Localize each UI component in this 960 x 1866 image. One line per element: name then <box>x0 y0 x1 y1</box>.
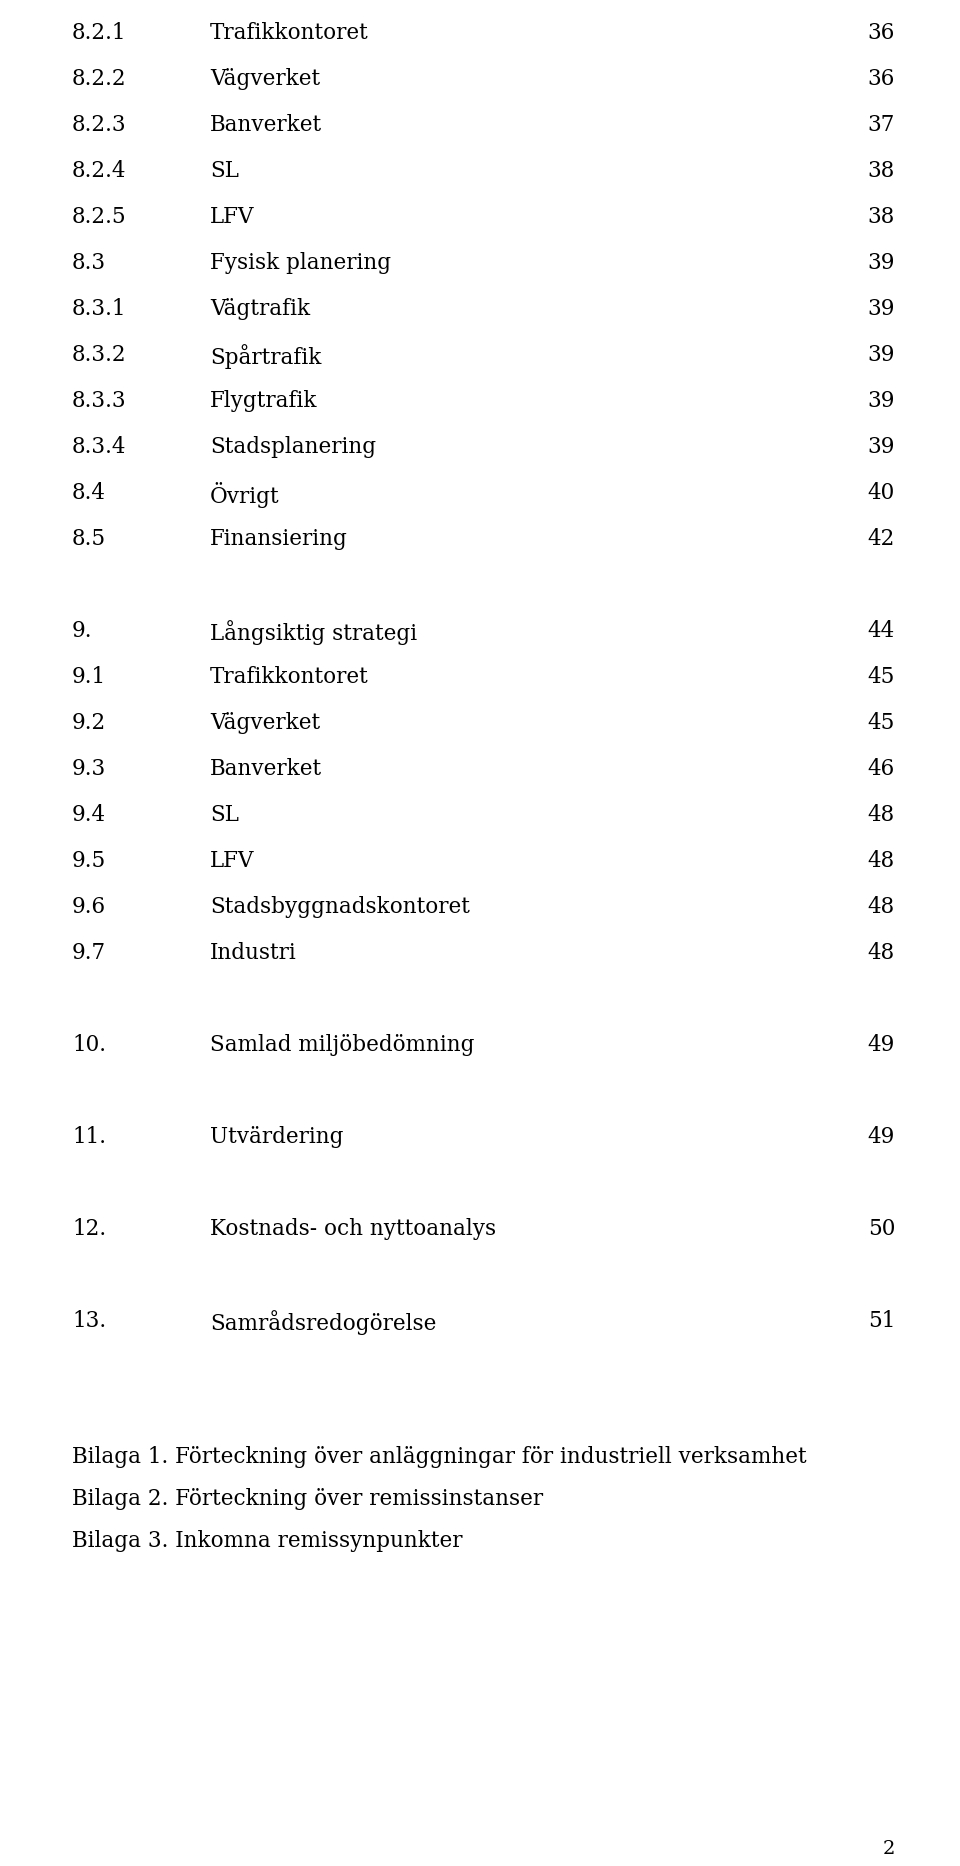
Text: Flygtrafik: Flygtrafik <box>210 390 318 412</box>
Text: Trafikkontoret: Trafikkontoret <box>210 22 369 45</box>
Text: 49: 49 <box>868 1034 895 1056</box>
Text: Stadsplanering: Stadsplanering <box>210 437 376 457</box>
Text: 38: 38 <box>868 205 895 228</box>
Text: 36: 36 <box>868 22 895 45</box>
Text: Bilaga 2. Förteckning över remissinstanser: Bilaga 2. Förteckning över remissinstans… <box>72 1487 543 1510</box>
Text: Samlad miljöbedömning: Samlad miljöbedömning <box>210 1034 474 1056</box>
Text: 9.4: 9.4 <box>72 804 107 827</box>
Text: 8.2.4: 8.2.4 <box>72 160 127 183</box>
Text: Industri: Industri <box>210 942 297 965</box>
Text: 13.: 13. <box>72 1310 107 1332</box>
Text: 39: 39 <box>868 390 895 412</box>
Text: 36: 36 <box>868 67 895 90</box>
Text: 45: 45 <box>868 666 895 689</box>
Text: LFV: LFV <box>210 851 254 871</box>
Text: 8.3.3: 8.3.3 <box>72 390 127 412</box>
Text: Banverket: Banverket <box>210 758 323 780</box>
Text: 8.2.1: 8.2.1 <box>72 22 127 45</box>
Text: Kostnads- och nyttoanalys: Kostnads- och nyttoanalys <box>210 1218 496 1241</box>
Text: 9.1: 9.1 <box>72 666 107 689</box>
Text: 48: 48 <box>868 851 895 871</box>
Text: 39: 39 <box>868 252 895 274</box>
Text: Bilaga 1. Förteckning över anläggningar för industriell verksamhet: Bilaga 1. Förteckning över anläggningar … <box>72 1446 806 1469</box>
Text: 9.3: 9.3 <box>72 758 107 780</box>
Text: SL: SL <box>210 804 239 827</box>
Text: 9.6: 9.6 <box>72 896 107 918</box>
Text: 39: 39 <box>868 343 895 366</box>
Text: Stadsbyggnadskontoret: Stadsbyggnadskontoret <box>210 896 469 918</box>
Text: Finansiering: Finansiering <box>210 528 348 550</box>
Text: 48: 48 <box>868 804 895 827</box>
Text: Vägverket: Vägverket <box>210 713 320 733</box>
Text: 9.7: 9.7 <box>72 942 107 965</box>
Text: 8.3: 8.3 <box>72 252 107 274</box>
Text: 38: 38 <box>868 160 895 183</box>
Text: 46: 46 <box>868 758 895 780</box>
Text: 9.: 9. <box>72 620 92 642</box>
Text: 2: 2 <box>882 1840 895 1859</box>
Text: 37: 37 <box>868 114 895 136</box>
Text: 8.5: 8.5 <box>72 528 107 550</box>
Text: Vägtrafik: Vägtrafik <box>210 299 310 319</box>
Text: 44: 44 <box>868 620 895 642</box>
Text: Bilaga 3. Inkomna remissynpunkter: Bilaga 3. Inkomna remissynpunkter <box>72 1530 463 1553</box>
Text: 9.5: 9.5 <box>72 851 107 871</box>
Text: 10.: 10. <box>72 1034 106 1056</box>
Text: 48: 48 <box>868 942 895 965</box>
Text: 51: 51 <box>868 1310 895 1332</box>
Text: 42: 42 <box>868 528 895 550</box>
Text: 50: 50 <box>868 1218 895 1241</box>
Text: Samrådsredogörelse: Samrådsredogörelse <box>210 1310 437 1334</box>
Text: Långsiktig strategi: Långsiktig strategi <box>210 620 418 646</box>
Text: 8.4: 8.4 <box>72 481 106 504</box>
Text: 49: 49 <box>868 1125 895 1148</box>
Text: 8.2.2: 8.2.2 <box>72 67 127 90</box>
Text: 8.3.4: 8.3.4 <box>72 437 127 457</box>
Text: 8.3.2: 8.3.2 <box>72 343 127 366</box>
Text: Utvärdering: Utvärdering <box>210 1125 344 1148</box>
Text: LFV: LFV <box>210 205 254 228</box>
Text: 40: 40 <box>868 481 895 504</box>
Text: 39: 39 <box>868 299 895 319</box>
Text: 8.3.1: 8.3.1 <box>72 299 127 319</box>
Text: SL: SL <box>210 160 239 183</box>
Text: 8.2.5: 8.2.5 <box>72 205 127 228</box>
Text: 11.: 11. <box>72 1125 106 1148</box>
Text: 8.2.3: 8.2.3 <box>72 114 127 136</box>
Text: 9.2: 9.2 <box>72 713 107 733</box>
Text: Övrigt: Övrigt <box>210 481 279 508</box>
Text: Vägverket: Vägverket <box>210 67 320 90</box>
Text: 45: 45 <box>868 713 895 733</box>
Text: Banverket: Banverket <box>210 114 323 136</box>
Text: Trafikkontoret: Trafikkontoret <box>210 666 369 689</box>
Text: 48: 48 <box>868 896 895 918</box>
Text: Fysisk planering: Fysisk planering <box>210 252 391 274</box>
Text: 39: 39 <box>868 437 895 457</box>
Text: 12.: 12. <box>72 1218 107 1241</box>
Text: Spårtrafik: Spårtrafik <box>210 343 322 369</box>
